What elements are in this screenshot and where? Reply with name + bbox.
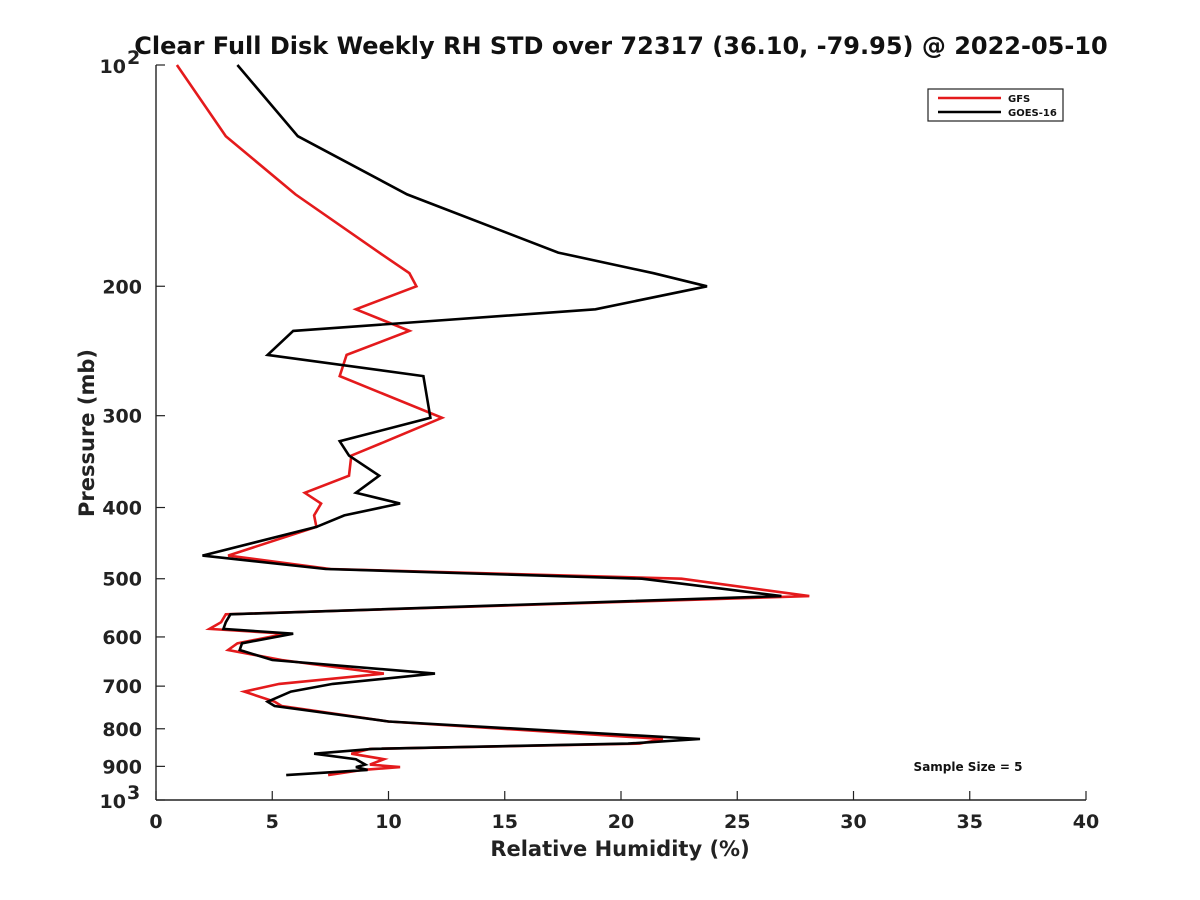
y-tick-label: 10 <box>100 56 126 78</box>
y-tick-label: 700 <box>102 676 142 698</box>
x-tick-label: 25 <box>724 811 750 833</box>
x-axis-label: Relative Humidity (%) <box>490 837 749 861</box>
x-tick-label: 0 <box>149 811 162 833</box>
x-tick-label: 5 <box>266 811 279 833</box>
chart-title: Clear Full Disk Weekly RH STD over 72317… <box>134 32 1107 60</box>
y-tick-label: 300 <box>102 406 142 428</box>
x-tick-label: 20 <box>608 811 634 833</box>
y-tick-label: 200 <box>102 276 142 298</box>
legend-label: GOES-16 <box>1008 108 1057 119</box>
series-line-goes-16 <box>202 64 782 777</box>
sample-size-annotation: Sample Size = 5 <box>914 760 1023 774</box>
y-tick-label: 500 <box>102 569 142 591</box>
legend: GFS GOES-16 <box>927 88 1064 122</box>
y-tick-label: 900 <box>102 756 142 778</box>
legend-label: GFS <box>1008 94 1030 105</box>
plot-area <box>175 64 810 777</box>
y-tick-label: 400 <box>102 498 142 520</box>
x-tick-label: 15 <box>492 811 518 833</box>
x-tick-label: 35 <box>957 811 983 833</box>
y-tick-label: 800 <box>102 719 142 741</box>
y-tick-exponent: 2 <box>127 47 140 69</box>
x-tick-label: 30 <box>840 811 866 833</box>
x-tick-label: 40 <box>1073 811 1099 833</box>
y-tick-exponent: 3 <box>127 782 140 804</box>
y-tick-label: 600 <box>102 627 142 649</box>
y-tick-label: 10 <box>100 791 126 813</box>
y-axis-label: Pressure (mb) <box>75 349 99 517</box>
x-tick-label: 10 <box>375 811 401 833</box>
legend-box <box>927 88 1064 122</box>
